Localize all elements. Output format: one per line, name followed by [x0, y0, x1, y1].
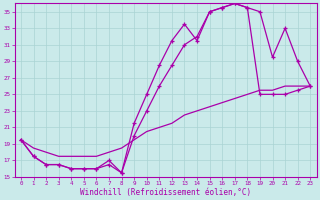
X-axis label: Windchill (Refroidissement éolien,°C): Windchill (Refroidissement éolien,°C) [80, 188, 251, 197]
